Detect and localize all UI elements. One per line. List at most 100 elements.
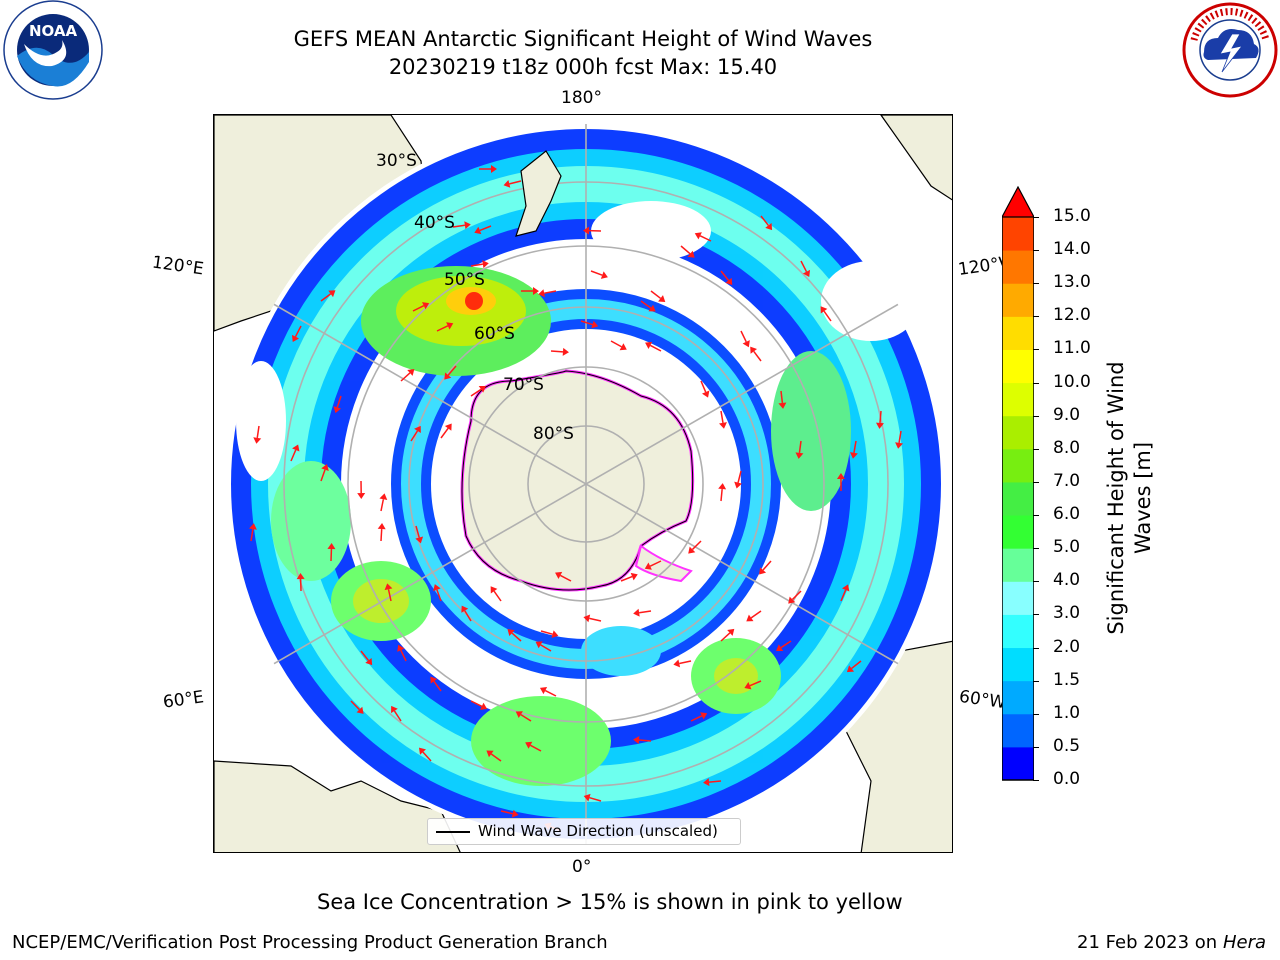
wave-arrow-shaft — [800, 260, 808, 273]
colorbar-tick-mark — [1033, 647, 1039, 649]
wave-arrow-head — [633, 608, 640, 617]
colorbar-label-line2: Waves [m] — [1131, 441, 1155, 555]
lon-label-bottom: 0° — [572, 857, 592, 877]
wave-arrow-shaft — [452, 224, 465, 228]
wave-arrow-shaft — [840, 589, 847, 602]
colorbar-tick-label: 5.0 — [1053, 537, 1081, 558]
lat-label-70s: 70°S — [503, 375, 544, 395]
wave-arrow-head — [820, 306, 828, 314]
wave-arrow-shaft — [708, 780, 722, 783]
colorbar-segment — [1002, 415, 1034, 450]
colorbar-tick-label: 15.0 — [1053, 206, 1091, 226]
wave-arrow-head — [746, 614, 754, 622]
wave-arrow-head — [633, 736, 640, 745]
chart-title: GEFS MEAN Antarctic Significant Height o… — [293, 27, 873, 51]
wave-arrow-shaft — [590, 270, 603, 276]
wave-arrow-head — [895, 442, 904, 449]
wave-arrow-shaft — [760, 215, 769, 226]
colorbar-segment — [1002, 382, 1034, 417]
wave-arrow-shaft — [509, 180, 522, 185]
wave-arrow-head — [673, 659, 681, 668]
wave-arrow-shaft — [780, 640, 792, 649]
wave-arrow-shaft — [400, 649, 407, 662]
wave-arrow-head — [742, 340, 750, 348]
wave-arrow-head — [377, 523, 386, 530]
wave-arrow-shaft — [753, 350, 762, 362]
colorbar-tick-label: 3.0 — [1053, 603, 1081, 624]
svg-text:NOAA: NOAA — [29, 22, 78, 40]
colorbar-tick-mark — [1033, 283, 1039, 285]
colorbar-tick-mark — [1033, 316, 1039, 318]
wave-arrow-shaft — [479, 225, 492, 232]
wave-arrow-head — [296, 573, 305, 580]
colorbar-segment — [1002, 548, 1034, 582]
colorbar-tick-mark — [1033, 746, 1039, 748]
wave-arrow-shaft — [380, 499, 385, 512]
wave-arrow-head — [430, 676, 438, 684]
colorbar-tick-label: 1.0 — [1053, 702, 1081, 723]
wave-arrow-shaft — [823, 310, 832, 322]
wave-arrow-head — [365, 657, 373, 666]
wave-arrow-head — [535, 641, 543, 649]
wave-arrow-shaft — [540, 644, 552, 652]
wave-arrow-head — [525, 741, 533, 749]
colorbar-tick-mark — [1033, 581, 1039, 583]
wave-arrow-shaft — [680, 245, 691, 255]
wave-arrow-head — [795, 452, 804, 459]
colorbar-tick-mark — [1033, 780, 1039, 781]
colorbar-tick-mark — [1033, 448, 1039, 450]
wave-arrow-shaft — [851, 660, 862, 670]
wave-arrow-head — [446, 322, 454, 330]
colorbar-tick-mark — [1033, 217, 1039, 218]
wave-arrow-shaft — [699, 235, 712, 242]
wave-arrow-head — [379, 493, 388, 501]
wave-arrow-head — [444, 423, 452, 431]
wave-arrow-shaft — [350, 700, 360, 711]
lat-label-40s: 40°S — [414, 213, 455, 233]
wave-arrow-head — [490, 165, 497, 174]
wave-arrow-shaft — [500, 810, 513, 815]
wave-arrow-shaft — [679, 660, 692, 665]
wave-arrow-shaft — [511, 632, 522, 642]
wave-arrow-shaft — [436, 325, 449, 332]
wave-arrow-shaft — [320, 293, 332, 302]
wave-arrow-head — [719, 422, 727, 429]
colorbar-tick-label: 1.5 — [1053, 669, 1081, 690]
colorbar-tick-label: 12.0 — [1053, 305, 1091, 326]
wave-arrow-shaft — [540, 630, 553, 635]
wave-arrow-head — [583, 614, 591, 623]
wave-arrow-shaft — [791, 590, 802, 600]
wave-arrow-head — [422, 302, 430, 310]
colorbar-tick-label: 0.5 — [1053, 735, 1081, 756]
wave-arrow-head — [583, 226, 590, 235]
wave-arrow-head — [765, 222, 773, 231]
wave-arrow-shaft — [560, 574, 572, 582]
wave-arrow-head — [486, 750, 494, 758]
wave-arrow-shaft — [589, 617, 602, 622]
wave-arrow-head — [507, 629, 515, 637]
wave-arrow-head — [490, 586, 498, 594]
date-text: 21 Feb 2023 on — [1077, 932, 1218, 953]
wave-arrow-head — [750, 346, 758, 354]
wave-arrow-shaft — [610, 340, 622, 348]
wave-arrow-head — [778, 402, 787, 409]
wave-arrow-shaft — [649, 560, 662, 567]
legend-label: Wind Wave Direction (unscaled) — [478, 822, 718, 840]
wave-arrow-shaft — [256, 425, 260, 438]
wave-arrow-shaft — [470, 263, 483, 267]
colorbar-segment — [1002, 316, 1034, 350]
wave-arrow-head — [539, 686, 548, 695]
colorbar-segment — [1002, 647, 1034, 682]
wave-arrow-head — [327, 543, 336, 550]
wave-arrow-shaft — [412, 305, 425, 312]
date-line: 21 Feb 2023 on Hera — [1077, 932, 1266, 953]
wave-arrow-head — [418, 747, 426, 755]
lat-label-80s: 80°S — [533, 424, 574, 444]
wave-arrow-head — [645, 341, 653, 349]
wave-arrow-shaft — [700, 380, 707, 393]
colorbar-tick-label: 13.0 — [1053, 272, 1091, 293]
wave-arrow-head — [253, 437, 262, 444]
map-legend: Wind Wave Direction (unscaled) — [427, 818, 741, 845]
wave-arrow-head — [644, 562, 652, 570]
wave-arrow-head — [328, 290, 336, 298]
